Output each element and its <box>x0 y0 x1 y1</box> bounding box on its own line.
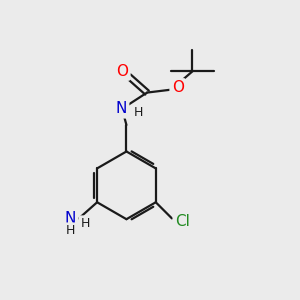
Text: H: H <box>134 106 143 119</box>
Text: Cl: Cl <box>175 214 190 229</box>
Text: O: O <box>116 64 128 79</box>
Text: N: N <box>116 101 127 116</box>
Text: N: N <box>65 211 76 226</box>
Text: H: H <box>81 217 90 230</box>
Text: O: O <box>172 80 184 95</box>
Text: H: H <box>66 224 75 237</box>
